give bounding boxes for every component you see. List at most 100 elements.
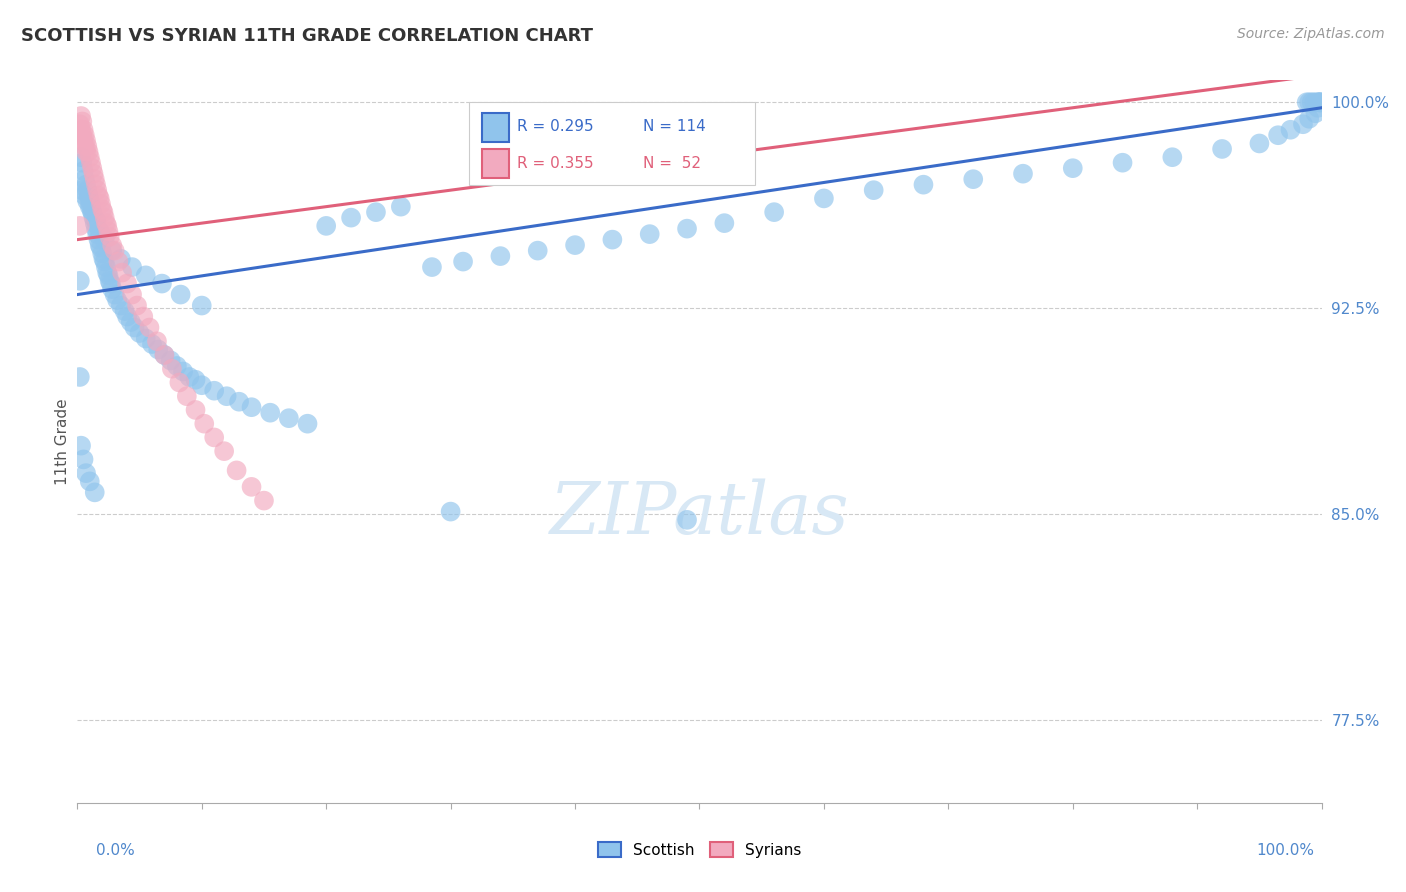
Point [420,260,443,274]
Point [813,191,835,205]
Point [1308,95,1330,110]
Point [110,299,132,313]
Point [121,287,143,301]
Point [82,161,104,176]
Point [72,128,94,143]
Point [184,403,207,417]
Point [79,475,101,489]
Point [240,401,263,415]
Point [169,376,191,390]
Point [72,164,94,178]
Point [79,194,101,209]
Point [73,139,96,153]
Point [70,439,93,453]
Point [76,194,98,209]
Point [676,513,699,527]
Point [69,370,91,384]
Point [69,219,91,233]
Point [146,334,169,349]
Point [451,254,474,268]
Point [141,337,163,351]
Point [277,411,299,425]
FancyBboxPatch shape [482,149,509,178]
Point [172,364,194,378]
Point [79,150,101,164]
Point [86,183,108,197]
Point [69,274,91,288]
Point [84,178,107,192]
Point [76,139,98,153]
Point [1298,112,1320,126]
Y-axis label: 11th Grade: 11th Grade [55,398,70,485]
Point [315,219,337,233]
Point [1292,117,1315,131]
Point [87,188,110,202]
Point [184,373,207,387]
Point [97,224,120,238]
Point [72,452,94,467]
Point [94,260,117,274]
Point [80,200,103,214]
Point [114,304,136,318]
Point [96,266,118,280]
Point [75,134,97,148]
Legend: Scottish, Syrians: Scottish, Syrians [592,836,807,863]
Point [83,485,105,500]
Point [105,293,128,307]
Point [77,145,100,159]
Point [76,183,98,197]
Point [90,241,112,255]
Point [115,310,138,324]
Point [75,145,97,159]
Point [101,244,124,258]
Point [86,227,108,241]
Point [111,266,134,280]
Point [72,114,94,128]
Point [70,122,93,136]
Point [83,172,105,186]
Point [89,238,111,252]
Text: R = 0.295: R = 0.295 [516,119,593,134]
Point [676,221,699,235]
Point [104,287,127,301]
Point [153,348,176,362]
Point [135,332,157,346]
Point [73,172,96,186]
Point [75,178,97,192]
Point [90,197,112,211]
Point [93,252,115,266]
Point [159,353,181,368]
Point [110,252,132,266]
Point [176,389,198,403]
Point [73,128,96,143]
Point [1211,142,1233,156]
Point [1303,95,1326,110]
Point [79,200,101,214]
Text: ZIPatlas: ZIPatlas [550,478,849,549]
Point [564,238,586,252]
Point [87,233,110,247]
Point [84,213,107,227]
Point [1249,136,1271,151]
Point [215,389,238,403]
Point [912,178,935,192]
Point [72,122,94,136]
Point [138,320,160,334]
Point [84,221,107,235]
Point [962,172,984,186]
Point [1111,155,1133,169]
Point [83,216,105,230]
Point [763,205,786,219]
Point [93,205,115,219]
Point [638,227,661,241]
Text: R = 0.355: R = 0.355 [516,156,593,171]
Point [150,277,173,291]
Point [124,320,146,334]
Point [1267,128,1289,143]
FancyBboxPatch shape [482,112,509,142]
Point [389,200,412,214]
Text: 0.0%: 0.0% [96,843,135,858]
Point [602,233,624,247]
Point [93,211,115,225]
Point [1062,161,1084,176]
